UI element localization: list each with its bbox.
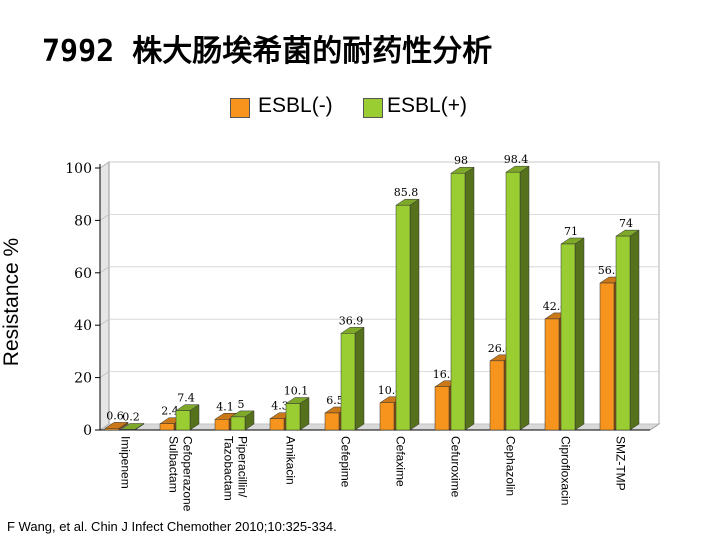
bar-side (574, 237, 585, 431)
bar (434, 386, 450, 431)
chart-title: 7992 株大肠埃希菌的耐药性分析 (42, 34, 493, 69)
x-tick-label-line: Sulbactam (167, 436, 181, 493)
y-tick-label: 0 (83, 423, 92, 439)
plot-side-wall (99, 161, 110, 431)
x-tick-label: Cefuroxime (449, 436, 463, 498)
data-label: 2.4 (161, 405, 179, 418)
bar (104, 428, 120, 431)
x-tick-label-line: Imipenem (119, 436, 133, 489)
data-label: 0.6 (106, 409, 124, 422)
bar (214, 419, 230, 431)
x-tick-label: Cefepime (339, 436, 353, 488)
bar (285, 403, 301, 431)
y-tick-label: 40 (74, 318, 92, 334)
data-label: 85.8 (394, 186, 419, 199)
data-label: 10.1 (284, 385, 309, 398)
x-tick-label: Ciprofloxacin (559, 436, 573, 505)
x-tick-label: Imipenem (119, 436, 133, 489)
bar (599, 282, 615, 431)
bar (230, 416, 246, 431)
y-gridline-side (99, 214, 110, 221)
x-tick-label-line: Cefepime (339, 436, 353, 488)
x-tick-label-line: Cephazolin (504, 436, 518, 496)
y-tick-label: 100 (65, 161, 92, 177)
x-tick-label-line: Cefuroxime (449, 436, 463, 498)
data-label: 98.4 (504, 153, 529, 166)
bar-side (409, 198, 420, 431)
bar (340, 333, 356, 431)
bar (175, 410, 191, 431)
bar (489, 360, 505, 431)
x-tick-label: Cefaxime (394, 436, 408, 487)
y-gridline-side (99, 318, 110, 326)
x-tick-label: Cephazolin (504, 436, 518, 496)
data-label: 71 (564, 225, 578, 238)
data-label: 4.3 (271, 400, 289, 413)
data-label: 36.9 (339, 314, 364, 327)
y-gridline-side (99, 423, 110, 431)
y-gridline-side (99, 161, 110, 169)
y-tick-label: 20 (74, 371, 92, 387)
data-label: 5 (238, 398, 245, 411)
data-label: 6.5 (326, 394, 344, 407)
bar (544, 318, 560, 431)
bar (395, 204, 411, 431)
x-tick-label-line: SMZ-TMP (614, 436, 628, 491)
data-label: 4.1 (216, 400, 234, 413)
data-label: 74 (619, 217, 633, 230)
x-tick-label: SMZ-TMP (614, 436, 628, 491)
x-tick-label-line: Piperacillin/ (236, 436, 250, 498)
bar (324, 412, 340, 431)
bar (379, 402, 395, 431)
x-tick-label-line: Cefaxime (394, 436, 408, 487)
citation: F Wang, et al. Chin J Infect Chemother 2… (7, 519, 337, 534)
x-tick-label: Piperacillin/Tazobactam (222, 436, 250, 501)
x-tick-label: Amikacin (284, 436, 298, 485)
data-label: 98 (454, 154, 468, 167)
x-tick-label-line: Amikacin (284, 436, 298, 485)
bar-side (354, 326, 365, 431)
bar (159, 423, 175, 431)
x-tick-label-line: Ciprofloxacin (559, 436, 573, 505)
legend-label-esbl-neg: ESBL(-) (258, 94, 333, 117)
y-gridline-side (99, 371, 110, 378)
bar (120, 429, 136, 431)
bar (269, 418, 285, 431)
y-gridline-side (99, 266, 110, 274)
data-label: 7.4 (177, 392, 195, 405)
data-label: 0.2 (122, 410, 140, 423)
legend-swatch-esbl-neg (230, 98, 250, 118)
bar (450, 172, 466, 431)
y-tick-label: 80 (74, 213, 92, 229)
bar (560, 243, 576, 431)
y-tick-label: 60 (74, 266, 92, 282)
legend-label-esbl-pos: ESBL(+) (387, 94, 467, 117)
legend-swatch-esbl-pos (363, 98, 383, 118)
bar-side (519, 165, 530, 431)
bar (615, 235, 631, 431)
bar (505, 171, 521, 431)
x-tick-label-line: Cefoperazone (181, 436, 195, 512)
x-tick-label-line: Tazobactam (222, 436, 236, 501)
bar-side (629, 229, 640, 431)
bar-side (464, 166, 475, 431)
